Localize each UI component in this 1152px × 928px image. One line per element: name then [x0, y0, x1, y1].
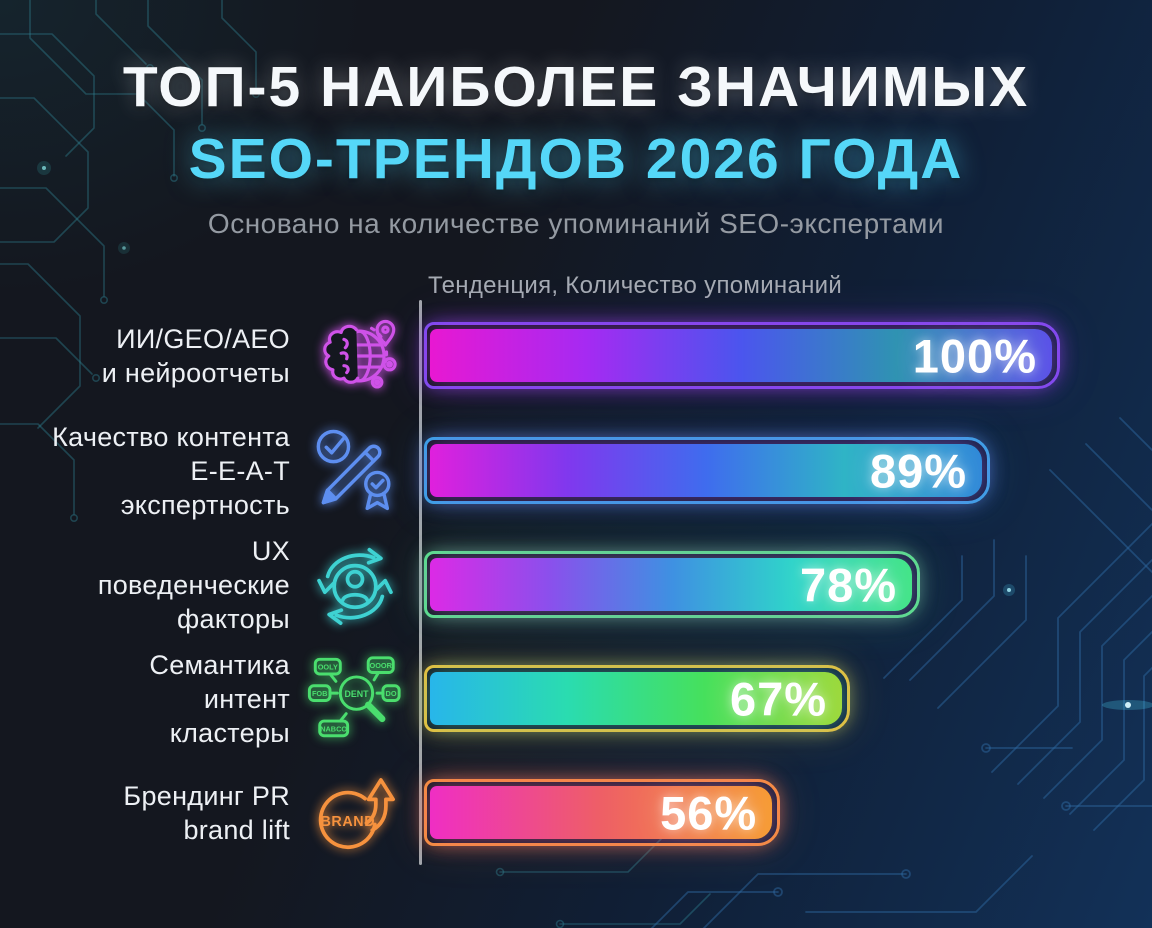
row-label: Качество контента E-E-A-T экспертность: [52, 421, 290, 520]
bar-value-label: 67%: [730, 672, 828, 725]
bar-value-label: 56%: [660, 786, 758, 839]
svg-text:FOB: FOB: [312, 689, 328, 698]
row-label: Семантика интент кластеры: [149, 649, 290, 748]
svg-text:DO: DO: [386, 689, 397, 698]
user-cycle-arrows-icon: [300, 533, 410, 637]
bar-fill: [430, 444, 983, 497]
bar-value-label: 100%: [912, 329, 1037, 382]
svg-text:DENT: DENT: [344, 688, 369, 698]
chart-row-ai-geo-aeo: ИИ/GEO/AEO и нейроотчеты 100%: [0, 319, 1152, 389]
row-label: UX поведенческие факторы: [97, 535, 290, 634]
bar-branding: 56%: [424, 779, 781, 846]
chart-row-ux: UX поведенческие факторы 78%: [0, 536, 1152, 634]
keyword-cluster-magnifier-icon: DENT OOLY OOOR FOB DO NABCO: [300, 647, 410, 751]
row-label: Брендинг PR brand lift: [123, 780, 290, 845]
axis-line: [419, 300, 422, 865]
brain-globe-icon: [300, 304, 410, 408]
circuit-teal-traces: [0, 0, 711, 928]
svg-text:NABCO: NABCO: [320, 724, 347, 733]
bar-fill: [430, 672, 843, 725]
axis-caption: Тенденция, Количество упоминаний: [428, 272, 843, 299]
chart-row-eeat: Качество контента E-E-A-T экспертность 8…: [0, 422, 1152, 520]
circuit-blue-traces: [650, 417, 1152, 928]
bar-fill: [430, 329, 1052, 382]
row-label: ИИ/GEO/AEO и нейроотчеты: [101, 323, 290, 388]
bar-value-label: 89%: [869, 444, 968, 497]
page-subtitle: Основано на количестве упоминаний SEO-эк…: [207, 208, 945, 239]
chart-row-semantics: Семантика интент кластеры DENT OOLY OOOR…: [0, 650, 1152, 748]
bar-semantics: 67%: [424, 665, 851, 732]
bar-ux: 78%: [424, 551, 921, 618]
brand-lift-icon: BRAND: [300, 761, 410, 865]
header: ТОП-5 НАИБОЛЕЕ ЗНАЧИМЫХ SEO-ТРЕНДОВ 2026…: [0, 54, 1152, 240]
chart-row-branding: Брендинг PR brand lift BRAND 56%: [0, 777, 1152, 849]
check-pen-award-icon: [300, 419, 410, 523]
bar-fill: [430, 786, 773, 839]
svg-text:OOLY: OOLY: [318, 662, 338, 671]
svg-text:BRAND: BRAND: [320, 813, 375, 829]
page-title-line2: SEO-ТРЕНДОВ 2026 ГОДА: [188, 127, 964, 191]
bar-fill: [430, 558, 913, 611]
bar-value-label: 78%: [800, 558, 898, 611]
bar-eeat: 89%: [424, 437, 991, 504]
svg-text:OOOR: OOOR: [370, 661, 393, 670]
page-title-line1: ТОП-5 НАИБОЛЕЕ ЗНАЧИМЫХ: [122, 55, 1030, 119]
bar-ai-geo-aeo: 100%: [424, 322, 1060, 389]
glow-dots: [37, 161, 1152, 710]
